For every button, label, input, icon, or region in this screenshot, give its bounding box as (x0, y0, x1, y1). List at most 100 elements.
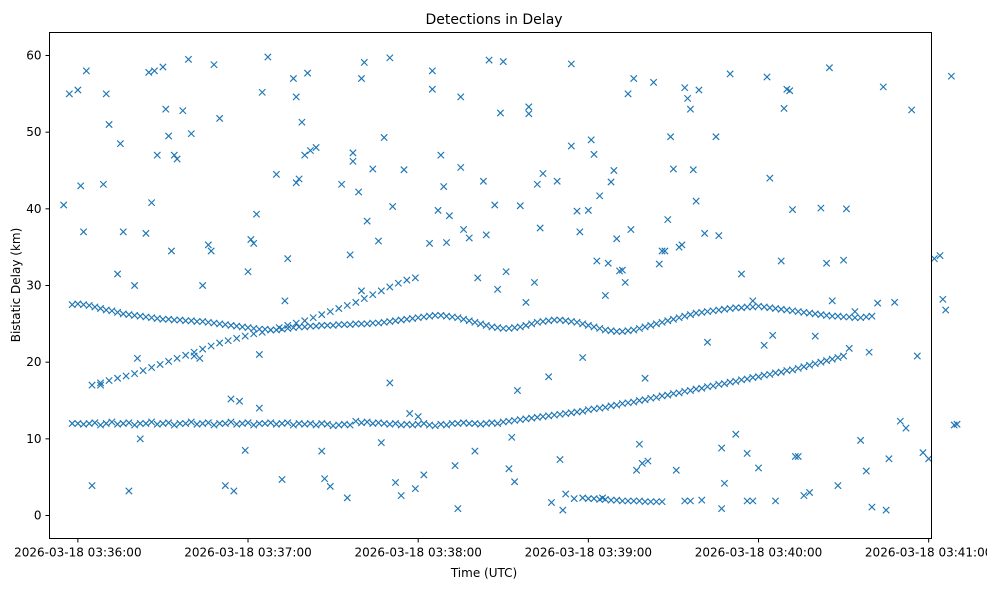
data-point (360, 294, 368, 303)
data-point (525, 110, 533, 118)
data-point (190, 352, 198, 360)
data-point (851, 307, 859, 316)
data-point (159, 419, 167, 428)
data-point (440, 182, 448, 191)
data-point (780, 104, 788, 113)
data-point (701, 229, 709, 237)
data-point (68, 419, 76, 428)
data-point (278, 475, 286, 484)
data-point (874, 299, 882, 307)
data-point (576, 228, 584, 236)
data-point (320, 475, 329, 483)
data-point (173, 354, 181, 362)
data-point (882, 506, 890, 514)
data-point (817, 311, 825, 319)
data-point (698, 384, 706, 392)
data-point (692, 385, 700, 393)
data-point (397, 316, 405, 324)
data-point (669, 315, 678, 323)
data-point (749, 373, 757, 382)
data-point (686, 386, 695, 395)
data-point (238, 323, 246, 331)
data-point (374, 237, 383, 245)
data-point (374, 419, 383, 427)
data-point (130, 370, 139, 378)
data-point (162, 105, 170, 113)
data-point (522, 321, 530, 329)
data-point (173, 155, 181, 163)
data-point (437, 151, 445, 159)
data-point (79, 420, 88, 428)
data-point (442, 312, 451, 320)
data-point (825, 64, 834, 72)
data-point (425, 312, 434, 320)
data-point (528, 320, 536, 328)
data-point (505, 465, 513, 473)
y-tick-label: 60 (26, 49, 41, 63)
data-point (579, 494, 587, 502)
data-point (539, 169, 547, 178)
data-point (624, 399, 632, 407)
data-point (715, 380, 723, 389)
data-point (298, 118, 306, 126)
data-point (737, 376, 746, 384)
y-tick-label: 0 (34, 509, 42, 523)
data-point (839, 313, 848, 321)
data-point (369, 419, 377, 428)
data-point (442, 421, 451, 429)
data-point (136, 419, 144, 428)
data-point (754, 373, 763, 381)
data-point (868, 503, 876, 511)
data-point (187, 418, 195, 426)
data-point (96, 381, 105, 389)
data-point (65, 90, 73, 98)
data-point (474, 274, 482, 282)
data-point (267, 326, 275, 334)
data-point (743, 303, 751, 311)
data-point (125, 311, 133, 319)
data-point (766, 370, 774, 379)
data-point (508, 433, 516, 441)
data-point (182, 317, 190, 325)
data-point (891, 298, 899, 306)
data-point (718, 504, 726, 513)
data-point (913, 352, 921, 360)
data-point (179, 107, 187, 115)
data-point (349, 149, 357, 157)
data-point (360, 58, 368, 67)
data-point (130, 311, 139, 320)
data-point (68, 301, 76, 309)
data-point (108, 307, 116, 315)
data-point (510, 324, 519, 332)
data-point (295, 419, 303, 428)
data-point (459, 419, 468, 427)
data-point (652, 498, 661, 506)
data-point (153, 151, 161, 159)
data-point (357, 287, 366, 295)
data-point (119, 228, 127, 236)
data-point (318, 311, 326, 319)
x-axis-ticks: 2026-03-18 03:36:00 2026-03-18 03:37:00 20… (14, 538, 987, 560)
data-point (323, 321, 332, 329)
data-point (380, 133, 388, 142)
data-point (539, 412, 547, 421)
data-point (244, 419, 252, 427)
data-point (125, 419, 133, 427)
data-point (947, 72, 955, 80)
data-point (613, 496, 621, 504)
data-point (522, 298, 530, 306)
data-point (476, 420, 485, 428)
data-point (335, 421, 343, 429)
data-point (822, 311, 831, 320)
data-point (845, 344, 853, 352)
data-point (386, 54, 394, 62)
data-point (156, 360, 164, 369)
data-point (556, 410, 564, 418)
data-point (408, 421, 417, 429)
data-point (380, 419, 388, 428)
data-point (570, 495, 578, 503)
data-point (210, 421, 218, 429)
data-point (641, 323, 649, 331)
data-point (377, 287, 385, 295)
data-point (216, 320, 224, 328)
